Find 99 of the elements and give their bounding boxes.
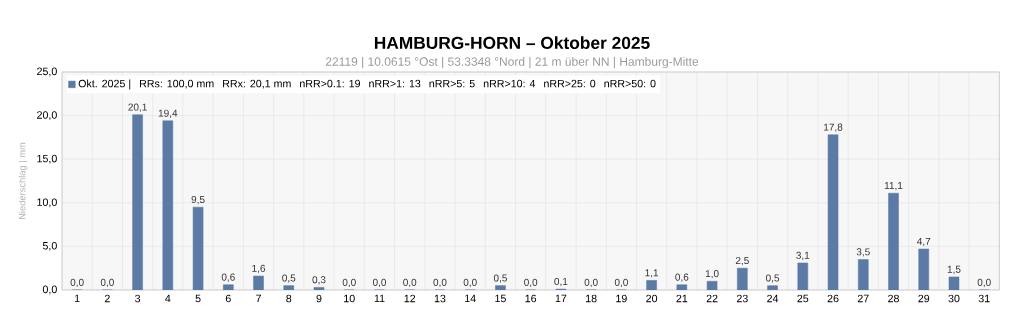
x-tick-label: 12 bbox=[404, 294, 416, 303]
x-tick-label: 10 bbox=[344, 294, 355, 303]
data-label: 17,8 bbox=[824, 123, 843, 132]
annotation: RRs: 100,0 mm bbox=[140, 79, 214, 89]
x-tick-label: 2 bbox=[104, 294, 110, 303]
y-tick-label: 20,0 bbox=[37, 111, 57, 120]
chart-subtitle: 22119 | 10.0615 °Ost | 53.3348 °Nord | 21 m über NN | Hamburg-Mitte bbox=[325, 57, 699, 69]
x-tick-label: 9 bbox=[316, 294, 322, 303]
bar bbox=[223, 284, 234, 290]
x-tick-label: 13 bbox=[434, 294, 446, 303]
annotation: RRx: 20,1 mm bbox=[223, 79, 291, 89]
y-tick-label: 0,0 bbox=[42, 285, 57, 295]
data-label: 2,5 bbox=[735, 257, 749, 266]
bar bbox=[676, 284, 688, 290]
bar bbox=[283, 285, 295, 290]
data-label: 0,0 bbox=[100, 278, 114, 288]
x-tick-label: 3 bbox=[135, 294, 141, 303]
bar bbox=[797, 262, 809, 290]
x-tick-label: 16 bbox=[525, 294, 537, 303]
data-label: 3,5 bbox=[856, 248, 870, 257]
bar bbox=[767, 285, 778, 290]
data-label: 0,1 bbox=[554, 277, 568, 287]
x-tick-label: 31 bbox=[978, 294, 990, 303]
x-tick-label: 20 bbox=[646, 294, 658, 303]
x-tick-label: 21 bbox=[676, 294, 688, 303]
bar bbox=[313, 287, 325, 290]
y-axis-title: Niederschlag | mm bbox=[18, 142, 28, 220]
x-tick-label: 23 bbox=[736, 294, 748, 303]
x-tick-label: 24 bbox=[767, 294, 779, 303]
bar bbox=[918, 248, 930, 290]
data-label: 0,0 bbox=[342, 278, 356, 288]
annotation: nRR>10: 4 bbox=[483, 79, 536, 88]
x-tick-label: 5 bbox=[195, 294, 201, 303]
x-tick-label: 30 bbox=[948, 294, 960, 303]
x-tick-label: 26 bbox=[827, 294, 839, 303]
data-label: 0,0 bbox=[372, 278, 387, 288]
legend-label: Okt. 2025 | bbox=[78, 79, 131, 90]
bar bbox=[192, 206, 204, 290]
bar bbox=[495, 285, 506, 290]
data-label: 0,5 bbox=[766, 274, 780, 283]
data-label: 0,0 bbox=[433, 278, 447, 288]
x-tick-label: 29 bbox=[918, 294, 930, 303]
bar bbox=[706, 281, 718, 290]
x-tick-label: 4 bbox=[165, 294, 171, 303]
data-label: 0,6 bbox=[221, 273, 235, 282]
annotation: nRR>25: 0 bbox=[544, 79, 596, 88]
annotation: nRR>5: 5 bbox=[429, 79, 475, 88]
data-label: 0,0 bbox=[463, 278, 477, 288]
bar bbox=[948, 276, 960, 290]
x-tick-label: 22 bbox=[706, 294, 718, 303]
data-label: 20,1 bbox=[128, 103, 147, 112]
data-label: 0,3 bbox=[312, 276, 326, 285]
data-label: 0,0 bbox=[70, 278, 84, 288]
x-tick-label: 18 bbox=[586, 294, 597, 303]
annotation: nRR>1: 13 bbox=[369, 79, 421, 88]
chart-title: HAMBURG-HORN – Oktober 2025 bbox=[374, 36, 650, 50]
x-tick-label: 14 bbox=[465, 294, 476, 303]
bar bbox=[162, 120, 174, 290]
y-tick-label: 25,0 bbox=[37, 67, 57, 77]
bar bbox=[646, 280, 657, 290]
bar bbox=[132, 114, 143, 290]
data-label: 1,5 bbox=[947, 265, 961, 274]
x-tick-label: 11 bbox=[374, 294, 385, 303]
bar bbox=[827, 134, 839, 290]
y-tick-label: 5,0 bbox=[42, 242, 57, 251]
data-label: 0,0 bbox=[977, 278, 991, 288]
annotation: nRR>50: 0 bbox=[604, 79, 656, 88]
x-tick-label: 15 bbox=[495, 294, 506, 303]
data-label: 0,5 bbox=[282, 274, 296, 283]
data-label: 0,0 bbox=[403, 278, 417, 288]
x-tick-label: 27 bbox=[857, 294, 869, 303]
data-label: 9,5 bbox=[191, 195, 205, 205]
x-tick-label: 19 bbox=[616, 294, 627, 303]
x-tick-label: 1 bbox=[74, 294, 80, 303]
data-label: 3,1 bbox=[796, 251, 810, 261]
annotation: nRR>0.1: 19 bbox=[300, 79, 361, 88]
data-label: 0,5 bbox=[493, 274, 507, 283]
x-tick-label: 6 bbox=[225, 294, 231, 303]
x-tick-label: 7 bbox=[256, 294, 261, 303]
data-label: 0,0 bbox=[614, 278, 628, 288]
data-label: 0,0 bbox=[584, 278, 598, 288]
y-tick-label: 10,0 bbox=[37, 198, 57, 208]
data-label: 19,4 bbox=[158, 109, 178, 118]
bar bbox=[888, 192, 899, 290]
x-tick-label: 28 bbox=[888, 294, 899, 303]
data-label: 1,1 bbox=[645, 269, 659, 278]
data-label: 0,0 bbox=[524, 278, 538, 288]
bar bbox=[253, 275, 264, 290]
x-tick-label: 17 bbox=[555, 294, 567, 303]
x-tick-label: 8 bbox=[286, 294, 292, 303]
bar bbox=[737, 267, 748, 290]
data-label: 11,1 bbox=[884, 182, 903, 191]
bar bbox=[858, 259, 869, 290]
x-tick-label: 25 bbox=[797, 294, 809, 303]
data-label: 1,0 bbox=[705, 270, 719, 279]
data-label: 0,6 bbox=[675, 273, 689, 282]
y-tick-label: 15,0 bbox=[37, 154, 57, 164]
data-label: 4,7 bbox=[917, 237, 931, 247]
data-label: 1,6 bbox=[252, 264, 266, 274]
